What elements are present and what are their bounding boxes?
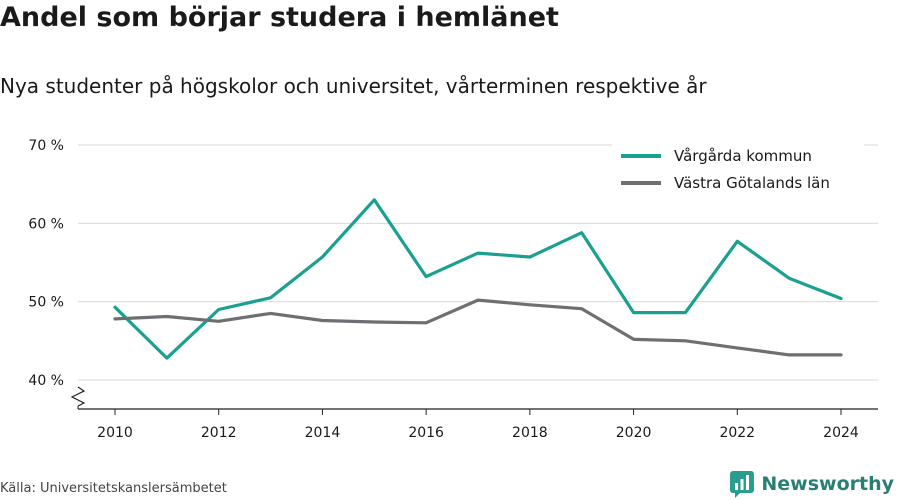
x-tick-label: 2018 [512,425,548,441]
x-tick-label: 2014 [305,425,341,441]
x-tick-label: 2010 [97,425,133,441]
legend-label-vastra-gotalands-lan: Västra Götalands län [674,174,830,192]
x-tick-label: 2012 [201,425,237,441]
source-note: Källa: Universitetskanslersämbetet [0,481,227,496]
series-line-vastra-gotalands-lan [113,298,843,357]
x-tick-label: 2016 [408,425,444,441]
y-tick-label: 50 % [28,295,64,311]
legend-background [612,138,864,200]
y-tick-label: 70 % [28,138,64,154]
x-tick-label: 2024 [823,425,859,441]
axes: 40 % 50 % 60 % 70 % 2010 2012 2014 2016 2018 2020… [28,138,878,441]
x-tick-label: 2020 [616,425,652,441]
newsworthy-logo-icon [730,471,755,498]
brand-name: Newsworthy [761,473,894,495]
chart-subtitle: Nya studenter på högskolor och universit… [0,74,707,98]
legend: Vårgårda kommun Västra Götalands län [612,138,864,200]
series-line-vargarda-kommun [113,198,843,360]
chart-title: Andel som börjar studera i hemlänet [0,2,559,33]
line-chart: 40 % 50 % 60 % 70 % 2010 2012 2014 2016 2018 2020… [28,138,878,441]
brand-logo: Newsworthy [729,470,894,498]
x-tick-label: 2022 [719,425,755,441]
legend-label-vargarda-kommun: Vårgårda kommun [674,147,812,165]
series-lines [113,198,843,360]
y-tick-label: 40 % [28,373,64,389]
axis-break-icon [70,386,86,407]
y-tick-label: 60 % [28,216,64,232]
